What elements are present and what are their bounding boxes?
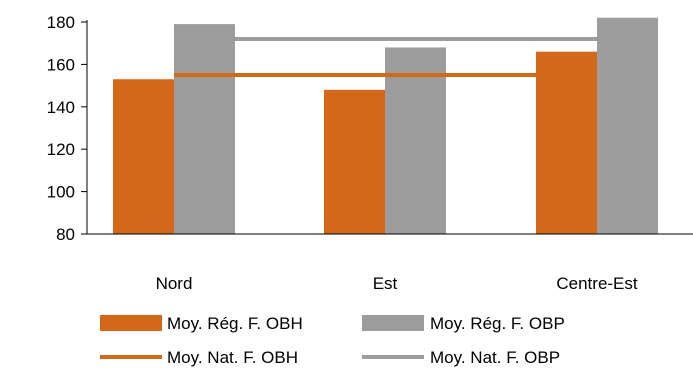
bar-obh-nord bbox=[113, 79, 174, 235]
legend-label: Moy. Nat. F. OBP bbox=[430, 348, 560, 367]
legend: Moy. Rég. F. OBH Moy. Rég. F. OBP Moy. Nat… bbox=[100, 314, 565, 367]
axes-layer: Nord Est Centre-Est 80 100 120 140 160 180 bbox=[47, 13, 693, 293]
bar-obh-centre-est bbox=[536, 51, 597, 235]
legend-swatch-0 bbox=[100, 315, 162, 331]
y-tick-label: 80 bbox=[56, 225, 75, 244]
x-tick-label: Centre-Est bbox=[556, 274, 638, 293]
average-lines-layer bbox=[174, 36, 597, 77]
y-tick-label: 100 bbox=[47, 183, 75, 202]
bar-obp-centre-est bbox=[597, 17, 658, 235]
y-tick-label: 120 bbox=[47, 140, 75, 159]
y-tick-label: 140 bbox=[47, 98, 75, 117]
x-tick-label: Nord bbox=[156, 274, 193, 293]
bars-layer bbox=[113, 17, 658, 235]
y-tick-label: 180 bbox=[47, 13, 75, 32]
bar-obp-nord bbox=[174, 24, 235, 235]
x-tick-label: Est bbox=[373, 274, 398, 293]
y-tick-label: 160 bbox=[47, 55, 75, 74]
legend-swatch-1 bbox=[362, 315, 424, 331]
bar-obp-est bbox=[385, 47, 446, 234]
legend-label: Moy. Nat. F. OBH bbox=[167, 348, 298, 367]
legend-label: Moy. Rég. F. OBP bbox=[430, 314, 565, 333]
legend-label: Moy. Rég. F. OBH bbox=[167, 314, 303, 333]
bar-obh-est bbox=[324, 89, 385, 234]
